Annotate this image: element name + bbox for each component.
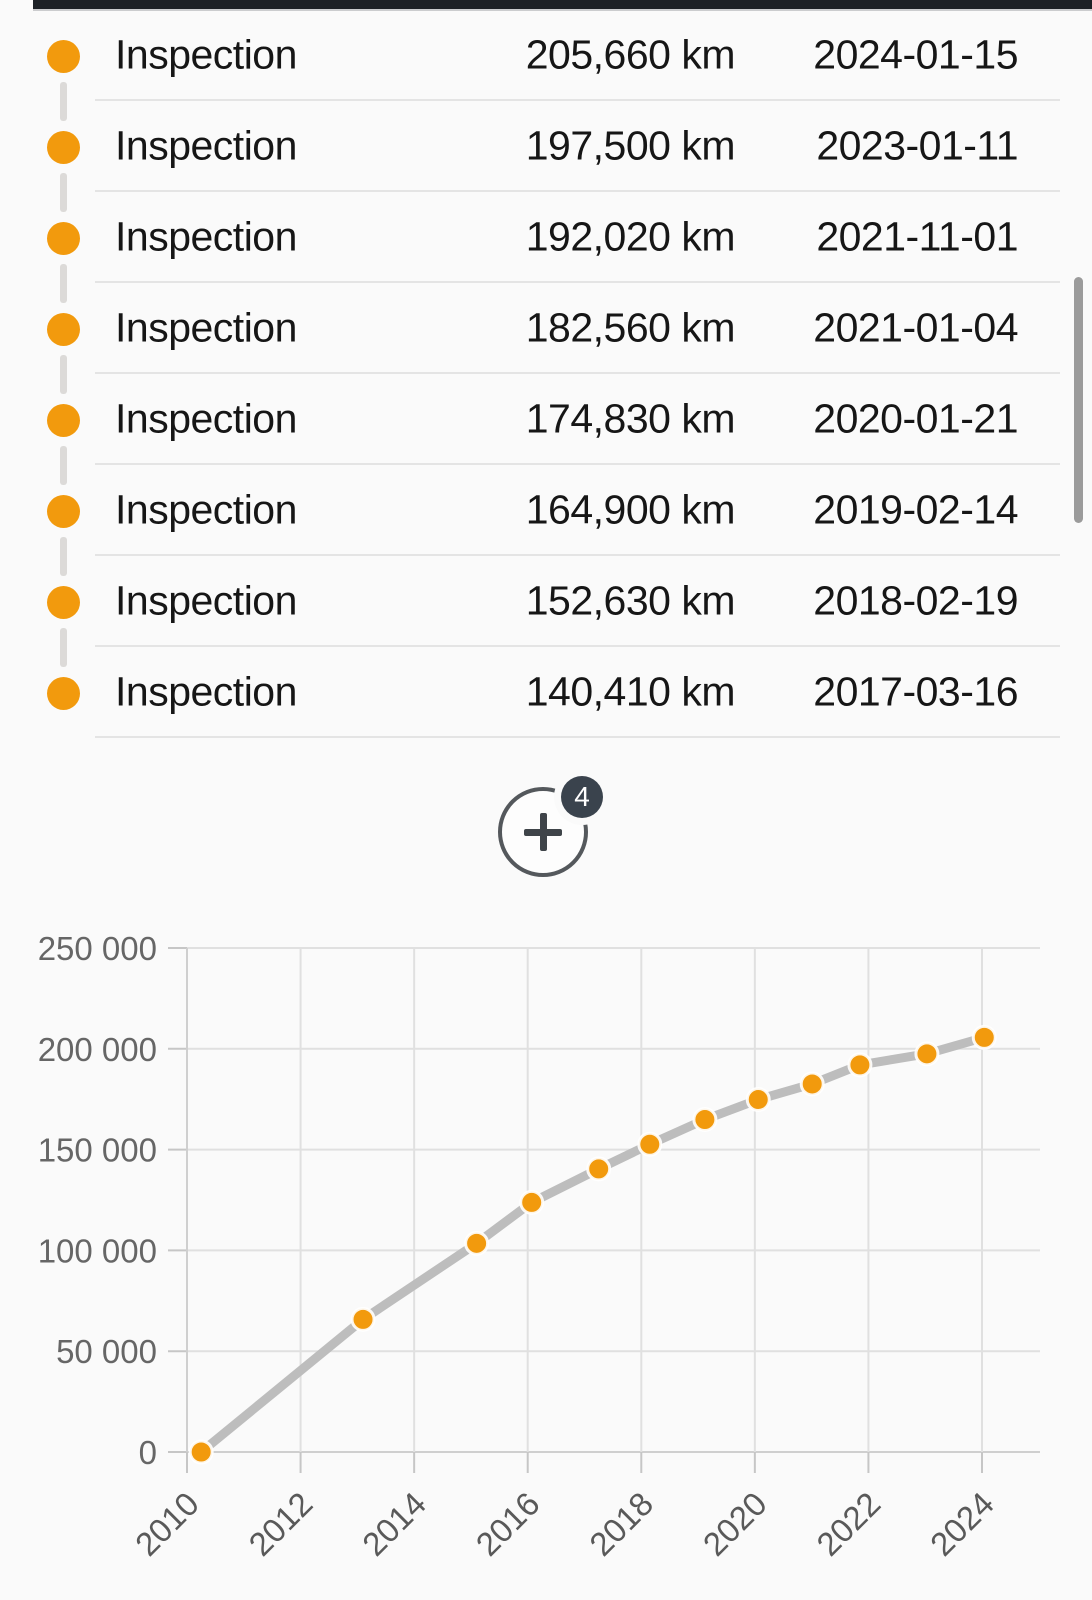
y-axis-label: 100 000 xyxy=(38,1232,157,1269)
row-date: 2021-01-04 xyxy=(813,304,1018,351)
y-axis-label: 150 000 xyxy=(38,1132,157,1169)
table-row[interactable]: Inspection 152,630 km 2018-02-19 xyxy=(0,556,1092,667)
row-type-label: Inspection xyxy=(115,213,297,260)
table-row[interactable]: Inspection 197,500 km 2023-01-11 xyxy=(0,101,1092,212)
row-date: 2017-03-16 xyxy=(813,668,1018,715)
row-type-label: Inspection xyxy=(115,486,297,533)
row-type-label: Inspection xyxy=(115,122,297,169)
table-row[interactable]: Inspection 182,560 km 2021-01-04 xyxy=(0,283,1092,394)
timeline-dot-icon xyxy=(47,585,80,619)
timeline-connector xyxy=(60,627,67,667)
data-point xyxy=(692,1107,718,1133)
data-point xyxy=(745,1087,771,1113)
row-date: 2018-02-19 xyxy=(813,577,1018,624)
plus-icon xyxy=(498,787,588,877)
scrollbar-thumb[interactable] xyxy=(1074,277,1083,523)
hidden-entries-count-badge: 4 xyxy=(561,776,603,818)
data-point xyxy=(914,1041,940,1067)
y-axis-label: 200 000 xyxy=(38,1031,157,1068)
timeline-dot-icon xyxy=(47,403,80,437)
x-axis-label: 2020 xyxy=(696,1485,774,1563)
top-bar-edge xyxy=(33,9,1092,11)
x-axis-label: 2014 xyxy=(355,1485,433,1563)
data-point xyxy=(799,1071,825,1097)
data-point xyxy=(464,1230,490,1256)
timeline-connector xyxy=(60,354,67,394)
timeline-dot-icon xyxy=(47,312,80,346)
row-mileage: 182,560 km xyxy=(525,304,736,351)
timeline-connector xyxy=(60,445,67,485)
x-axis-label: 2022 xyxy=(809,1485,887,1563)
x-axis-label: 2018 xyxy=(582,1485,660,1563)
inspection-timeline: Inspection 205,660 km 2024-01-15 Inspect… xyxy=(0,10,1092,738)
table-row[interactable]: Inspection 205,660 km 2024-01-15 xyxy=(0,10,1092,121)
timeline-connector xyxy=(60,536,67,576)
top-bar xyxy=(33,0,1092,9)
table-row[interactable]: Inspection 164,900 km 2019-02-14 xyxy=(0,465,1092,576)
data-point xyxy=(971,1024,997,1050)
x-axis-label: 2024 xyxy=(923,1485,1001,1563)
mileage-line-chart: 250 000 200 000 150 000 100 000 50 000 0 2010 2… xyxy=(38,930,1040,1563)
row-type-label: Inspection xyxy=(115,304,297,351)
row-type-label: Inspection xyxy=(115,577,297,624)
row-date: 2020-01-21 xyxy=(813,395,1018,442)
data-point xyxy=(586,1156,612,1182)
table-row[interactable]: Inspection 140,410 km 2017-03-16 xyxy=(0,647,1092,738)
table-row[interactable]: Inspection 174,830 km 2020-01-21 xyxy=(0,374,1092,485)
row-mileage: 174,830 km xyxy=(525,395,736,442)
data-point xyxy=(350,1306,376,1332)
data-line xyxy=(196,1032,989,1457)
timeline-connector xyxy=(60,263,67,303)
timeline-dot-icon xyxy=(47,130,80,164)
x-axis-label: 2016 xyxy=(469,1485,547,1563)
data-point xyxy=(847,1052,873,1078)
timeline-dot-icon xyxy=(47,39,80,73)
timeline-connector xyxy=(60,172,67,212)
row-mileage: 140,410 km xyxy=(525,668,736,715)
row-date: 2023-01-11 xyxy=(816,122,1018,169)
row-date: 2024-01-15 xyxy=(813,31,1018,78)
data-point xyxy=(519,1189,545,1215)
timeline-dot-icon xyxy=(47,494,80,528)
row-type-label: Inspection xyxy=(115,668,297,715)
row-type-label: Inspection xyxy=(115,395,297,442)
expand-entries-button[interactable]: 4 xyxy=(490,767,620,887)
row-mileage: 197,500 km xyxy=(525,122,736,169)
timeline-dot-icon xyxy=(47,676,80,710)
timeline-connector xyxy=(60,81,67,121)
row-mileage: 192,020 km xyxy=(525,213,736,260)
timeline-dot-icon xyxy=(47,221,80,255)
y-axis-label: 0 xyxy=(139,1434,157,1471)
data-point xyxy=(637,1131,663,1157)
row-date: 2021-11-01 xyxy=(816,213,1018,260)
row-mileage: 205,660 km xyxy=(525,31,736,78)
row-type-label: Inspection xyxy=(115,31,297,78)
y-axis-label: 50 000 xyxy=(56,1333,157,1370)
row-date: 2019-02-14 xyxy=(813,486,1018,533)
row-mileage: 164,900 km xyxy=(525,486,736,533)
x-axis-label: 2012 xyxy=(241,1485,319,1563)
row-mileage: 152,630 km xyxy=(525,577,736,624)
data-point xyxy=(188,1439,214,1465)
x-axis-label: 2010 xyxy=(128,1485,206,1563)
table-row[interactable]: Inspection 192,020 km 2021-11-01 xyxy=(0,192,1092,303)
y-axis-label: 250 000 xyxy=(38,930,157,967)
